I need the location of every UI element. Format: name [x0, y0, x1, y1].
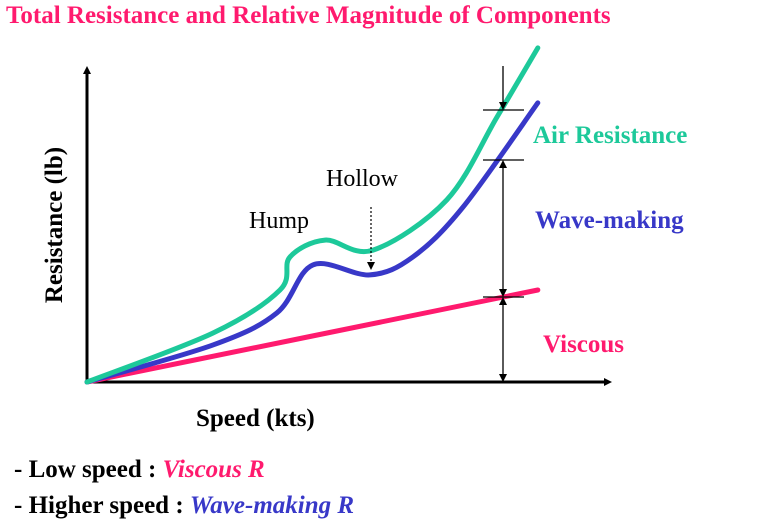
bullet-higher-speed: - Higher speed : Wave-making R: [14, 492, 354, 520]
x-axis-label: Speed (kts): [196, 405, 315, 432]
hollow-label: Hollow: [326, 166, 398, 192]
series-line-viscous: [84, 287, 541, 385]
bullet-prefix: - Low speed :: [14, 456, 163, 483]
hump-label: Hump: [249, 208, 309, 234]
series-line-air-resistance: [84, 45, 541, 385]
bullet-value: Viscous R: [162, 456, 265, 483]
diagram-title: Total Resistance and Relative Magnitude …: [6, 2, 611, 29]
bullet-low-speed: - Low speed : Viscous R: [14, 456, 265, 484]
legend-viscous: Viscous: [543, 331, 625, 358]
bullet-value: Wave-making R: [189, 492, 355, 519]
bullet-prefix: - Higher speed :: [14, 492, 190, 519]
series-line-wave-making: [84, 100, 541, 385]
dimension-lines: [483, 66, 524, 382]
legend-wave-making: Wave-making: [535, 207, 684, 234]
legend-air-resistance: Air Resistance: [533, 122, 688, 149]
y-axis-label: Resistance (lb): [41, 146, 68, 304]
